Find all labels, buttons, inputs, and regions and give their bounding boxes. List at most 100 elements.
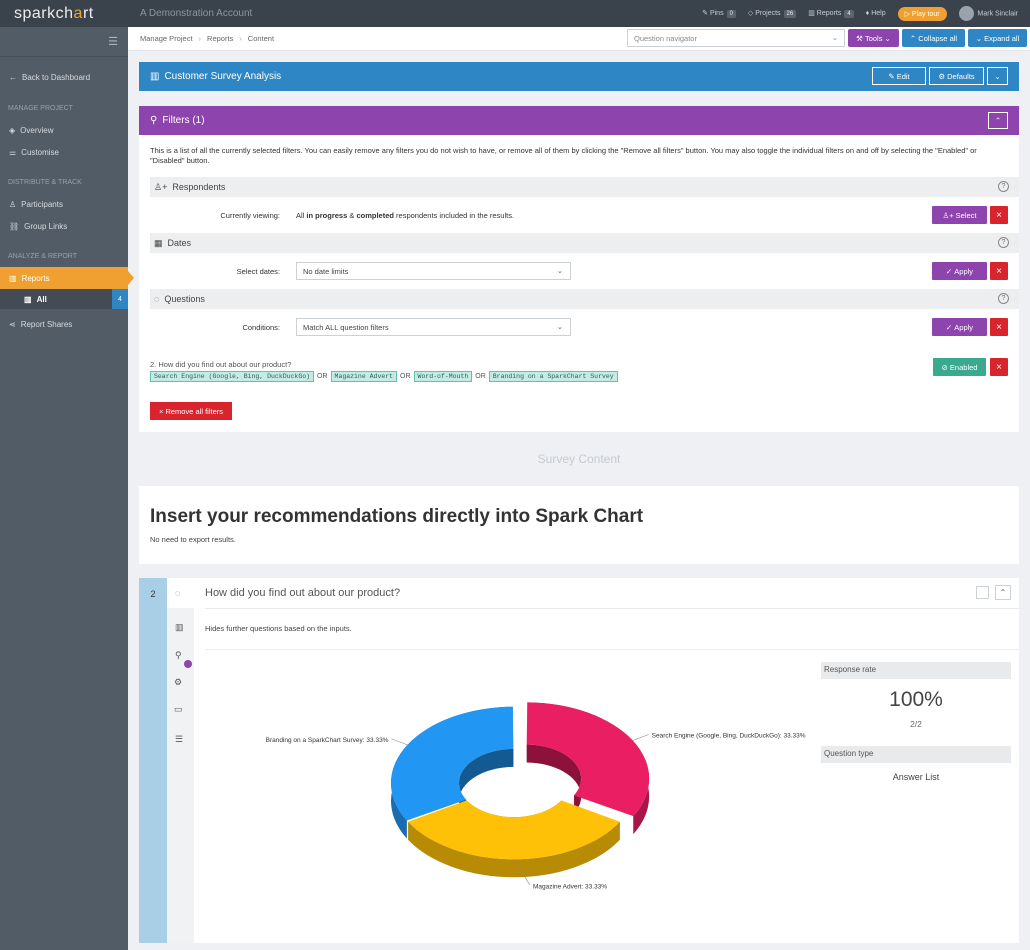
breadcrumb-reports[interactable]: Reports <box>207 34 234 43</box>
question-filter-text: 2. How did you find out about our produc… <box>150 360 292 369</box>
conditions-select[interactable]: Match ALL question filters ⌄ <box>296 318 571 336</box>
slice-inner-wall <box>458 748 514 818</box>
remove-question-filter-button[interactable]: × <box>990 358 1008 376</box>
check-icon: ✓ <box>945 266 955 276</box>
lightbulb-icon: ♦ <box>865 10 872 17</box>
help-link[interactable]: ♦ Help <box>865 10 886 17</box>
sidebar: ☰ ← Back to Dashboard MANAGE PROJECT ◈ Ove… <box>0 27 134 950</box>
sidebar-item-reports[interactable]: ▥ Reports <box>0 267 134 289</box>
sidebar-item-group-links[interactable]: ⛓ Group Links <box>9 221 68 231</box>
filter-tag: Word-of-Mouth <box>413 371 473 382</box>
collapse-filters-button[interactable]: ⌃ <box>988 112 1008 129</box>
play-tour-button[interactable]: ▷ Play tour <box>897 6 947 21</box>
pie-slice[interactable] <box>526 702 650 817</box>
pin-icon: ✎ <box>702 10 710 17</box>
filter-icon[interactable]: ⚲ <box>175 650 182 660</box>
pie-slice[interactable] <box>408 800 620 860</box>
pins-count: 0 <box>726 10 736 18</box>
slice-side <box>408 821 620 878</box>
help-icon[interactable]: ? <box>998 293 1009 304</box>
sidebar-item-all[interactable]: ▥ All 4 <box>0 289 128 309</box>
collapse-question-button[interactable]: ⌃ <box>995 585 1011 600</box>
breadcrumb-manage-project[interactable]: Manage Project <box>140 34 193 43</box>
breadcrumb-content: Content <box>247 34 275 43</box>
user-menu[interactable]: Mark Sinclair <box>958 6 1018 21</box>
leader-line <box>391 738 408 746</box>
filter-active-dot <box>184 660 192 668</box>
select-respondents-button[interactable]: ♙+ Select <box>932 206 987 224</box>
tools-icon: ⚒ <box>856 33 865 43</box>
apply-conditions-button[interactable]: ✓ Apply <box>932 318 987 336</box>
pie-slice[interactable] <box>391 706 514 821</box>
list-icon[interactable]: ☰ <box>175 734 184 744</box>
sidebar-item-overview[interactable]: ◈ Overview <box>9 125 54 135</box>
sidebar-item-customise[interactable]: ⚌ Customise <box>9 147 59 157</box>
question-note: Hides further questions based on the inp… <box>205 624 352 633</box>
arrow-left-icon: ← <box>9 72 17 82</box>
defaults-button[interactable]: ⚙ Defaults <box>929 67 984 85</box>
question-toolbar: ◌ ▥ ⚲ ⚙ ▭ ☰ <box>167 578 194 943</box>
sidebar-item-participants[interactable]: ♙ Participants <box>9 199 63 209</box>
remove-conditions-button[interactable]: × <box>990 318 1008 336</box>
remove-all-filters-button[interactable]: × Remove all filters <box>150 402 232 420</box>
logo[interactable]: sparkchart <box>14 4 94 22</box>
share-icon: ⋖ <box>9 319 16 329</box>
comment-icon: ◌ <box>154 294 160 304</box>
response-count: 2/2 <box>910 719 922 729</box>
pins-link[interactable]: ✎ Pins 0 <box>702 9 736 18</box>
apply-dates-button[interactable]: ✓ Apply <box>932 262 987 280</box>
conditions-label: Conditions: <box>242 323 280 332</box>
enabled-toggle-button[interactable]: ⊘ Enabled <box>933 358 986 376</box>
help-icon[interactable]: ? <box>998 237 1009 248</box>
report-title: Customer Survey Analysis <box>164 70 282 82</box>
tools-button[interactable]: ⚒ Tools ⌄ <box>848 29 899 47</box>
menu-toggle[interactable]: ☰ <box>0 27 128 57</box>
donut-chart: Search Engine (Google, Bing, DuckDuckGo)… <box>266 702 806 890</box>
leader-line <box>513 859 531 886</box>
report-options-dropdown[interactable]: ⌄ <box>987 67 1008 85</box>
question-select-checkbox[interactable] <box>976 586 989 599</box>
chevron-down-icon: ⌄ <box>556 322 563 331</box>
sidebar-section-analyze: ANALYZE & REPORT <box>8 252 77 260</box>
question-number: 2 <box>150 589 156 599</box>
reports-link[interactable]: ▥ Reports 4 <box>808 9 854 18</box>
date-range-select[interactable]: No date limits ⌄ <box>296 262 571 280</box>
chart-icon: ▥ <box>808 10 817 17</box>
close-icon: × <box>996 209 1002 221</box>
chevron-down-icon: ⌄ <box>831 33 838 42</box>
close-icon: × <box>996 321 1002 333</box>
chevron-down-icon: ⌄ <box>994 71 1001 81</box>
check-icon: ✓ <box>945 322 955 332</box>
monitor-icon[interactable]: ▭ <box>174 704 183 714</box>
cogs-icon[interactable]: ⚙ <box>174 677 183 687</box>
slice-inner-wall <box>526 744 582 814</box>
edit-button[interactable]: ✎ Edit <box>872 67 926 85</box>
question-number-strip: 2 <box>139 578 167 943</box>
calendar-icon: ▦ <box>154 237 163 248</box>
cogs-icon: ⚙ <box>938 71 948 81</box>
sidebar-item-report-shares[interactable]: ⋖ Report Shares <box>9 319 73 329</box>
slice-label: Magazine Advert: 33.33% <box>533 883 607 890</box>
filters-title: Filters (1) <box>162 115 205 126</box>
filter-tag: Branding on a SparkChart Survey <box>488 371 618 382</box>
expand-all-button[interactable]: ⌄ Expand all <box>968 29 1027 47</box>
comment-icon[interactable]: ◌ <box>175 588 181 598</box>
user-plus-icon: ♙+ <box>154 181 168 192</box>
question-navigator-select[interactable]: Question navigator ⌄ <box>627 29 845 47</box>
chart-icon: ▥ <box>24 294 32 304</box>
currently-viewing-value: All in progress & completed respondents … <box>296 211 515 220</box>
projects-link[interactable]: ◇ Projects 26 <box>748 9 797 18</box>
sidebar-item-back[interactable]: ← Back to Dashboard <box>9 72 91 82</box>
bar-chart-icon[interactable]: ▥ <box>175 622 184 632</box>
response-rate-label: Response rate <box>821 662 1011 679</box>
remove-dates-filter-button[interactable]: × <box>990 262 1008 280</box>
currently-viewing-label: Currently viewing: <box>220 211 280 220</box>
check-circle-icon: ⊘ <box>941 362 950 372</box>
play-icon: ▷ <box>904 10 912 18</box>
collapse-all-button[interactable]: ⌃ Collapse all <box>902 29 965 47</box>
slice-label: Branding on a SparkChart Survey: 33.33% <box>266 737 389 744</box>
sliders-icon: ⚌ <box>9 147 17 157</box>
help-icon[interactable]: ? <box>998 181 1009 192</box>
filter-tag: Search Engine (Google, Bing, DuckDuckGo) <box>150 371 315 382</box>
remove-respondents-filter-button[interactable]: × <box>990 206 1008 224</box>
